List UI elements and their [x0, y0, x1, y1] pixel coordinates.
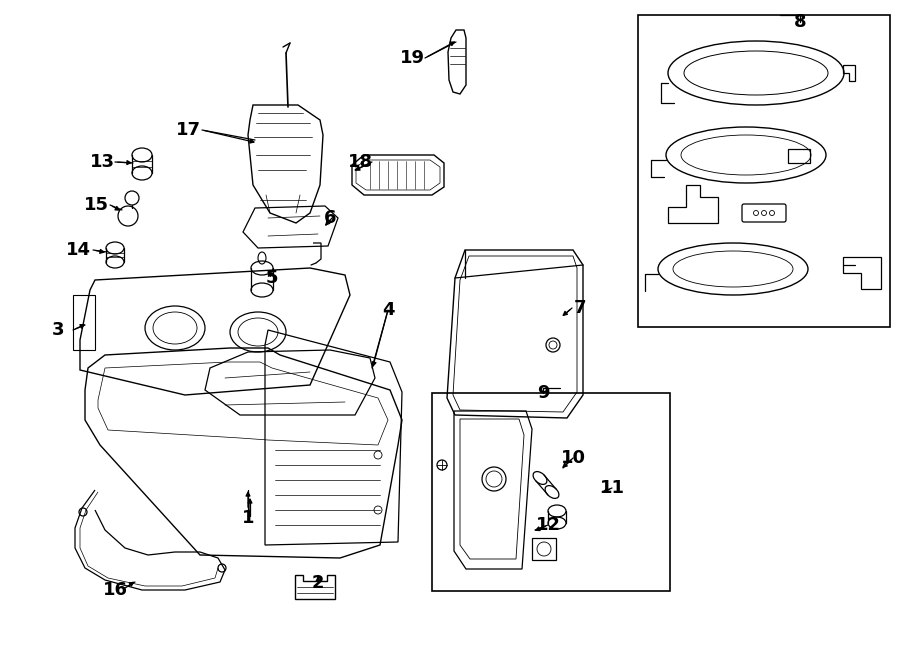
Text: 15: 15 — [84, 196, 109, 214]
Text: 9: 9 — [536, 384, 549, 402]
Text: 1: 1 — [242, 509, 254, 527]
Text: 14: 14 — [66, 241, 91, 259]
Bar — [73, 295, 95, 350]
Text: 7: 7 — [574, 299, 586, 317]
Bar — [638, 15, 890, 327]
Text: 10: 10 — [561, 449, 586, 467]
Text: 8: 8 — [794, 13, 806, 31]
Text: 16: 16 — [103, 581, 128, 599]
Bar — [432, 393, 670, 591]
Text: 5: 5 — [266, 269, 278, 287]
Text: 19: 19 — [400, 49, 425, 67]
Text: 6: 6 — [324, 209, 337, 227]
Text: 13: 13 — [89, 153, 114, 171]
Text: 12: 12 — [536, 516, 561, 534]
Text: 11: 11 — [599, 479, 625, 497]
Text: 2: 2 — [311, 574, 324, 592]
Bar — [788, 149, 810, 163]
Text: 18: 18 — [347, 153, 373, 171]
Text: 17: 17 — [176, 121, 201, 139]
Text: 3: 3 — [52, 321, 64, 339]
Text: 4: 4 — [382, 301, 394, 319]
